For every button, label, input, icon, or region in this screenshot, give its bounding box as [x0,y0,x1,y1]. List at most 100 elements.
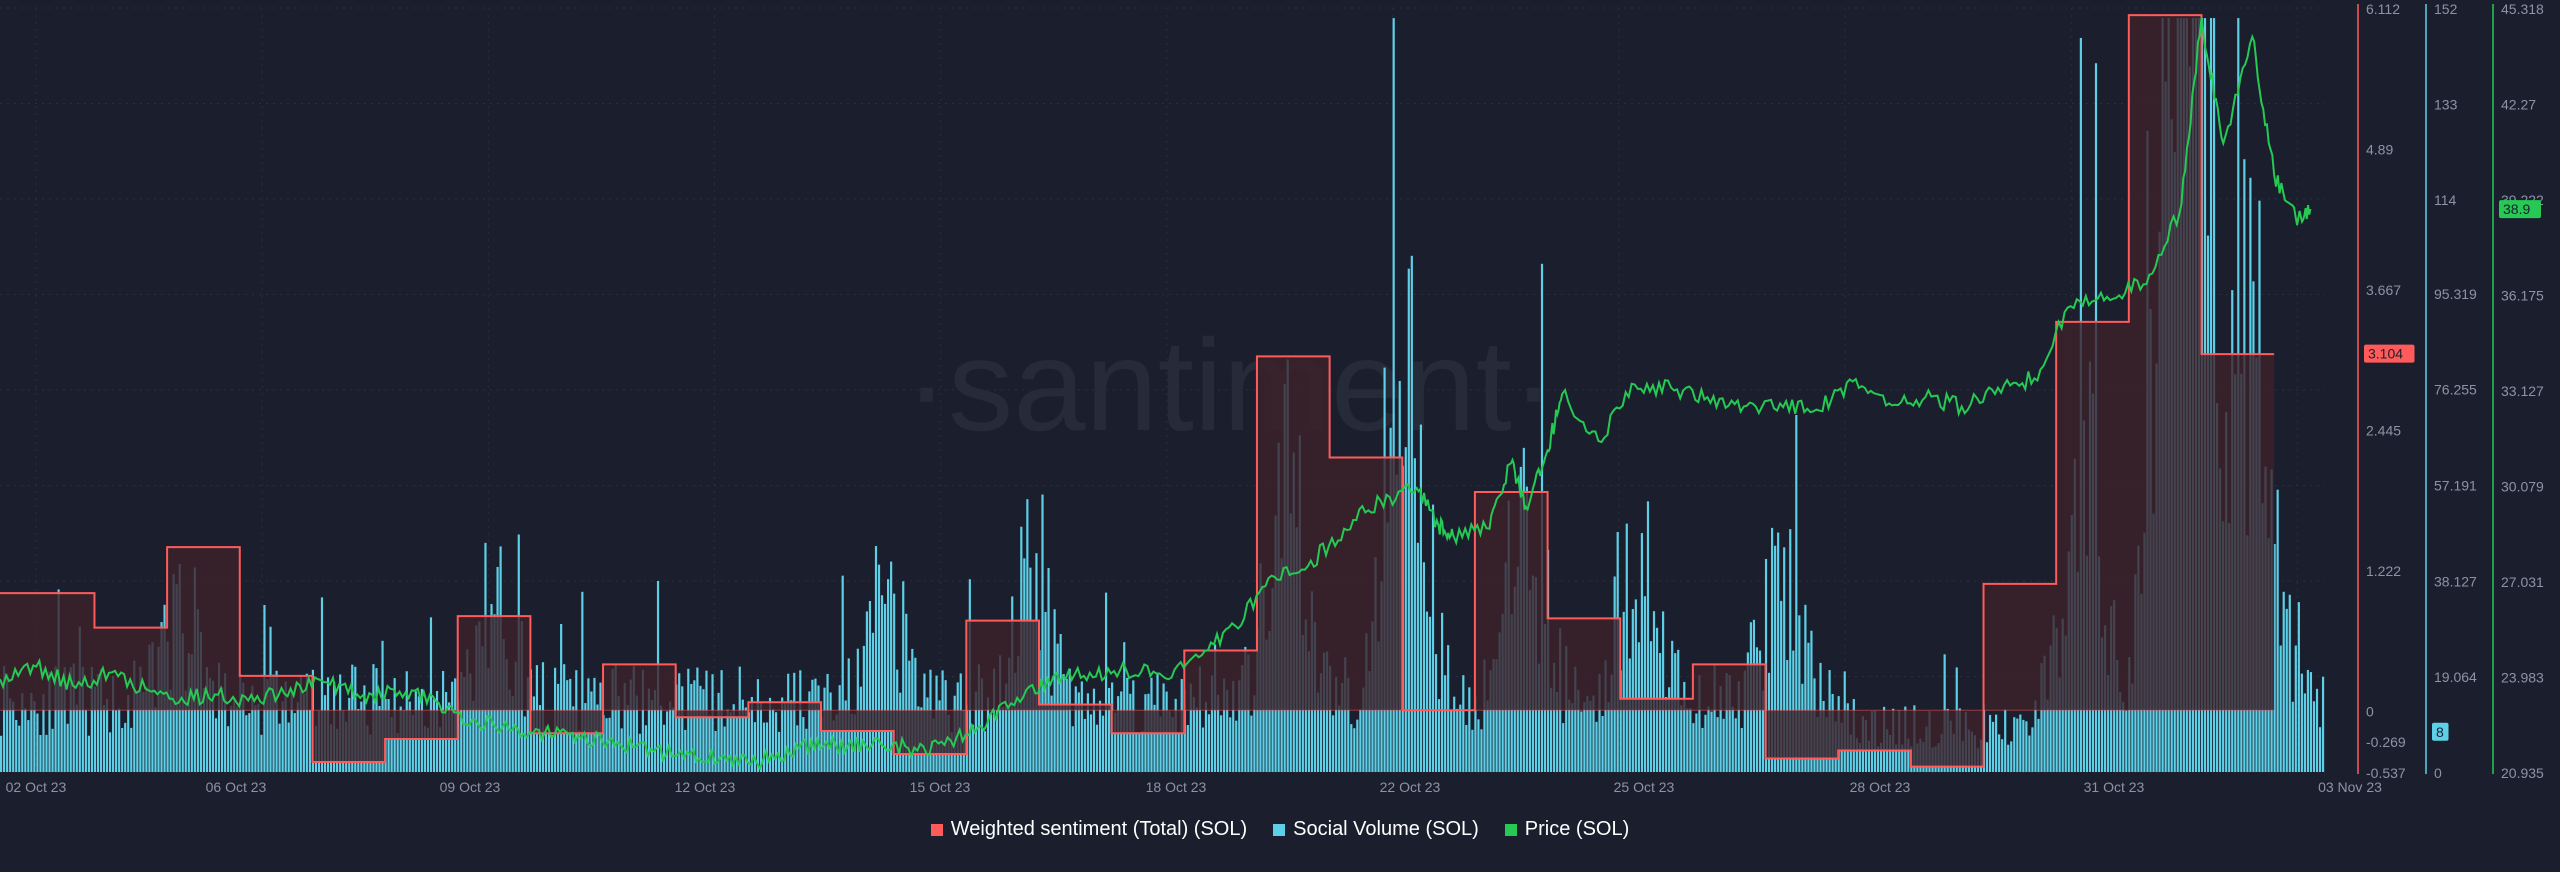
volume-bar [81,666,84,772]
volume-bar [989,714,993,772]
price-tick-label: 27.031 [2501,574,2544,590]
volume-tick-label: 133 [2434,97,2458,113]
volume-bar [211,680,215,772]
volume-bar [980,678,984,772]
volume-bar [48,671,51,772]
volume-bar [21,693,24,772]
volume-bar [1065,678,1068,772]
volume-bar [702,689,705,772]
volume-bar [102,705,106,772]
volume-bar [1719,686,1722,772]
volume-bar [2303,693,2306,772]
volume-bar [2294,645,2297,772]
volume-bar [778,731,781,772]
volume-bar [756,679,760,772]
volume-bar [1674,653,1677,772]
volume-bar [1810,630,1813,772]
volume-bar [1114,712,1117,772]
volume-bar [1437,699,1441,772]
volume-bar [808,691,811,772]
x-tick-label: 25 Oct 23 [1614,779,1675,795]
volume-bar [426,727,430,772]
volume-bar [1858,742,1861,772]
volume-bar [678,673,681,772]
volume-bar [723,726,726,772]
volume-bar [284,681,287,772]
volume-bar [0,735,3,772]
volume-bar [2309,672,2313,772]
volume-bar [672,707,675,772]
volume-bar [1207,714,1211,772]
volume-bar [184,690,187,772]
volume-bar [596,704,599,772]
volume-bar [1316,692,1320,772]
price-tick-label: 33.127 [2501,383,2544,399]
volume-bar [1353,728,1356,772]
volume-bar [27,720,30,772]
volume-bar [1220,715,1223,772]
volume-bar [2276,489,2279,772]
volume-bar [1628,658,1631,772]
volume-bar [1008,657,1011,772]
volume-bar [1683,681,1686,772]
volume-bar [1071,726,1074,772]
volume-bar [1123,642,1126,772]
volume-bar [6,673,9,772]
volume-bar [142,692,145,772]
volume-bar [1135,731,1138,772]
volume-bar [2119,691,2122,772]
volume-bar [236,706,239,772]
volume-bar [1725,673,1728,772]
volume-bar [796,725,799,772]
price-tick-label: 36.175 [2501,287,2544,303]
sentiment-tick-label: 6.112 [2366,1,2400,17]
volume-bar [1404,447,1407,772]
volume-bar [39,734,42,772]
volume-bar [2279,645,2282,772]
volume-bar [1332,715,1335,772]
volume-bar [1044,611,1047,772]
volume-bar [714,730,717,772]
volume-bar [381,640,384,772]
volume-bar [260,734,263,772]
volume-current-label: 8 [2436,724,2444,740]
volume-bar [675,684,678,772]
volume-bar [999,655,1002,772]
volume-bar [765,722,769,772]
volume-bar [544,725,548,772]
volume-bar [1889,734,1892,772]
volume-bar [2016,718,2019,772]
volume-tick-label: 38.127 [2434,573,2477,589]
volume-bar [205,667,209,772]
volume-bar [69,667,72,772]
volume-bar [762,722,766,772]
legend-item-volume[interactable]: Social Volume (SOL) [1273,818,1479,841]
volume-bar [72,663,75,772]
legend-item-sentiment[interactable]: Weighted sentiment (Total) (SOL) [930,818,1247,841]
volume-bar [1450,710,1453,772]
volume-bar [820,717,823,772]
volume-bar [15,719,18,772]
volume-bar [1329,665,1332,772]
volume-bar [1574,666,1577,772]
volume-bar [811,679,814,772]
volume-bar [1689,708,1692,772]
volume-bar [1253,695,1256,772]
volume-bar [1707,706,1710,772]
volume-bar [1462,675,1465,772]
volume-bar [1216,694,1220,772]
volume-bar [862,645,865,772]
volume-bar [1652,611,1656,772]
price-tick-label: 42.27 [2501,97,2536,113]
volume-bar [1728,675,1731,772]
volume-bar [817,685,820,772]
legend-item-price[interactable]: Price (SOL) [1504,818,1629,841]
price-current-badge [2499,200,2541,219]
volume-bar [614,665,617,772]
volume-bar [1062,674,1065,772]
x-tick-label: 02 Oct 23 [6,779,67,795]
volume-bar [290,692,293,772]
volume-bar [1083,718,1086,772]
volume-bar [2125,710,2128,772]
